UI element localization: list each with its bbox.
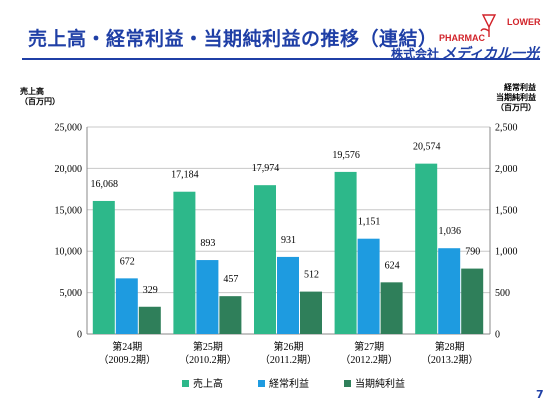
data-label: 20,574 bbox=[413, 142, 441, 153]
y-axis-title-left: （百万円） bbox=[20, 96, 60, 106]
company-name-block: 株式会社 メディカル一光 bbox=[391, 43, 539, 63]
bar-net-income bbox=[380, 282, 403, 334]
bar-net-income bbox=[300, 291, 322, 334]
y-tick-left: 10,000 bbox=[55, 247, 83, 258]
bar-net-income bbox=[138, 306, 161, 334]
data-label: 457 bbox=[223, 274, 238, 285]
data-label: 790 bbox=[465, 247, 480, 258]
bar-sales bbox=[92, 200, 115, 334]
x-tick-label: 第25期 bbox=[193, 340, 223, 353]
legend-label: 当期純利益 bbox=[355, 377, 405, 390]
x-tick-label: 第28期 bbox=[435, 340, 465, 353]
x-tick-label: （2009.2期） bbox=[99, 354, 157, 366]
bars bbox=[92, 163, 484, 334]
x-tick-label: （2010.2期） bbox=[179, 354, 237, 366]
x-tick-label: 第27期 bbox=[354, 340, 384, 353]
y-tick-right: 2,000 bbox=[495, 164, 518, 175]
data-label: 624 bbox=[385, 260, 400, 271]
y-tick-right: 0 bbox=[495, 330, 500, 341]
logo-text-left: PHARMAC bbox=[439, 33, 485, 43]
bar-ordinary-profit bbox=[277, 256, 299, 334]
x-tick-label: （2011.2期） bbox=[260, 354, 317, 366]
logo-text-right: LOWER bbox=[507, 17, 541, 27]
y-axis-title-right: （百万円） bbox=[496, 102, 536, 112]
page-number: 7 bbox=[536, 388, 544, 401]
x-tick-label: （2013.2期） bbox=[421, 354, 479, 366]
bar-sales bbox=[415, 163, 438, 334]
bar-ordinary-profit bbox=[438, 248, 461, 334]
company-name: メディカル一光 bbox=[442, 46, 540, 62]
x-tick-label: 第24期 bbox=[112, 340, 142, 353]
data-label: 16,068 bbox=[91, 179, 119, 190]
data-label: 329 bbox=[143, 285, 158, 296]
legend-swatch bbox=[182, 380, 189, 387]
y-tick-right: 2,500 bbox=[495, 123, 518, 134]
y-axis-title-left: 売上高 bbox=[20, 86, 44, 96]
legend: 売上高 経常利益 当期純利益 bbox=[182, 377, 405, 390]
y-tick-left: 5,000 bbox=[60, 288, 83, 299]
slide-title: 売上高・経常利益・当期純利益の推移（連結） bbox=[28, 28, 438, 50]
bar-sales bbox=[334, 171, 357, 334]
company-logo: PHARMAC LOWER bbox=[439, 14, 541, 43]
data-label: 17,184 bbox=[171, 170, 199, 181]
y-tick-left: 20,000 bbox=[55, 164, 83, 175]
bar-ordinary-profit bbox=[196, 260, 219, 334]
data-label: 512 bbox=[304, 270, 319, 281]
y-tick-right: 500 bbox=[495, 288, 510, 299]
legend-label: 売上高 bbox=[193, 377, 223, 390]
bar-ordinary-profit bbox=[357, 238, 380, 334]
y-tick-left: 0 bbox=[77, 330, 82, 341]
y-axis-title-right: 経常利益 bbox=[504, 82, 536, 92]
data-label: 672 bbox=[120, 256, 135, 267]
data-label: 17,974 bbox=[252, 163, 280, 174]
data-labels: 16,068 672 329 17,184 893 457 17,974 931 512 19,5… bbox=[91, 142, 481, 296]
data-label: 931 bbox=[281, 235, 296, 246]
flower-icon bbox=[480, 14, 497, 37]
x-tick-label: （2012.2期） bbox=[340, 354, 398, 366]
data-label: 1,151 bbox=[358, 217, 381, 228]
y-tick-right: 1,000 bbox=[495, 247, 518, 258]
bar-ordinary-profit bbox=[115, 278, 138, 334]
bar-net-income bbox=[219, 296, 242, 334]
y-tick-left: 25,000 bbox=[55, 123, 83, 134]
bar-net-income bbox=[461, 268, 484, 334]
data-label: 19,576 bbox=[332, 150, 360, 161]
y-tick-right: 1,500 bbox=[495, 205, 518, 216]
data-label: 1,036 bbox=[438, 226, 461, 237]
x-tick-label: 第26期 bbox=[274, 340, 304, 353]
legend-swatch bbox=[344, 380, 351, 387]
company-prefix: 株式会社 bbox=[391, 47, 440, 61]
y-tick-left: 15,000 bbox=[55, 205, 83, 216]
legend-swatch bbox=[258, 380, 265, 387]
bar-sales bbox=[173, 191, 196, 334]
title-underline bbox=[22, 58, 540, 60]
y-axis-title-right: 当期純利益 bbox=[496, 92, 536, 102]
bar-sales bbox=[254, 185, 276, 334]
data-label: 893 bbox=[200, 238, 215, 249]
legend-label: 経常利益 bbox=[269, 377, 309, 390]
